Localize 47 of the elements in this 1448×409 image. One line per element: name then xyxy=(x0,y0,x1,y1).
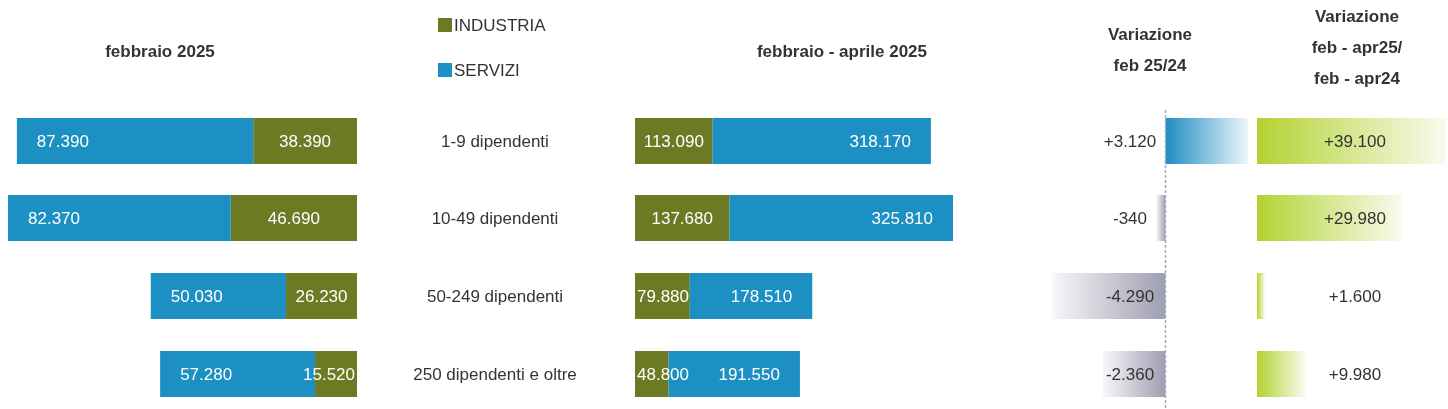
bar xyxy=(286,273,357,319)
bar xyxy=(8,195,231,241)
chart-title: febbraio 2025 xyxy=(105,42,215,61)
chart-title: Variazione feb - apr25/ feb - apr24 xyxy=(1311,7,1403,88)
bar xyxy=(253,118,357,164)
data-label: +1.600 xyxy=(1328,287,1382,306)
data-label: -2.360 xyxy=(1105,365,1155,384)
bar xyxy=(230,195,357,241)
y-tick-label: 250 dipendenti e oltre xyxy=(413,365,577,384)
data-label: 113.090 xyxy=(643,132,704,151)
bar xyxy=(712,118,931,164)
y-tick-label: 10-49 dipendenti xyxy=(431,209,559,228)
data-label: 57.280 xyxy=(180,365,233,384)
bar xyxy=(1257,351,1306,397)
data-label: 46.690 xyxy=(267,209,320,228)
bar xyxy=(150,273,287,319)
data-label: 38.390 xyxy=(279,132,332,151)
chart-title: febbraio - aprile 2025 xyxy=(756,42,928,61)
bar xyxy=(729,195,953,241)
data-label: 50.030 xyxy=(170,287,223,306)
data-label: -4.290 xyxy=(1105,287,1155,306)
bar xyxy=(635,118,713,164)
y-tick-label: 50-249 dipendenti xyxy=(426,287,564,306)
data-label: 26.230 xyxy=(295,287,348,306)
bar xyxy=(16,118,254,164)
data-label: 191.550 xyxy=(718,365,780,384)
data-label: 318.170 xyxy=(849,132,911,151)
data-label: 178.510 xyxy=(730,287,793,306)
legend-label: SERVIZI xyxy=(454,61,520,80)
data-label: 325.810 xyxy=(871,209,933,228)
data-label: +3.120 xyxy=(1103,132,1157,151)
data-label: -340 xyxy=(1112,209,1148,228)
bar xyxy=(1257,273,1265,319)
legend-label: INDUSTRIA xyxy=(454,16,547,35)
bar xyxy=(1257,118,1446,164)
bar xyxy=(1257,195,1402,241)
data-label: 137.680 xyxy=(651,209,713,228)
y-tick-label: 1-9 dipendenti xyxy=(441,132,549,151)
bar xyxy=(689,273,813,319)
data-label: 87.390 xyxy=(36,132,89,151)
bar xyxy=(635,195,730,241)
data-label: +9.980 xyxy=(1328,365,1382,384)
data-label: +29.980 xyxy=(1324,209,1386,228)
data-label: 79.880 xyxy=(637,287,689,306)
chart-title: Variazione feb 25/24 xyxy=(1107,25,1193,75)
data-label: +39.100 xyxy=(1324,132,1386,151)
data-label: 82.370 xyxy=(28,209,80,228)
